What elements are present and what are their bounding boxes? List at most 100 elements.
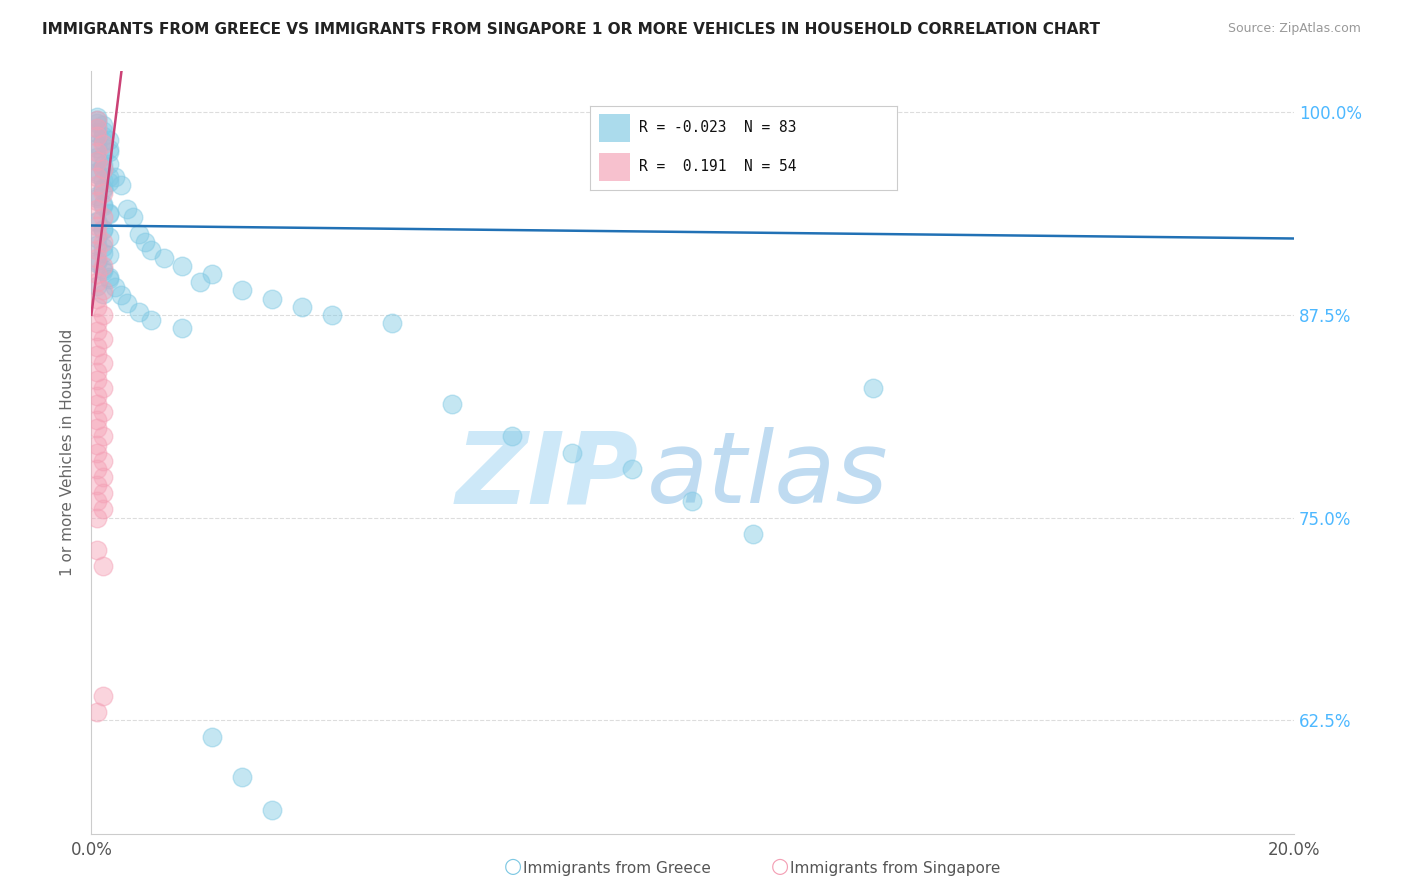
Point bbox=[98, 132, 121, 146]
Point bbox=[93, 286, 115, 301]
Point bbox=[93, 159, 115, 173]
Point bbox=[86, 348, 108, 362]
Point bbox=[86, 243, 108, 257]
Point bbox=[86, 231, 108, 245]
Point bbox=[93, 186, 115, 200]
Point bbox=[86, 126, 108, 140]
Point bbox=[122, 211, 145, 225]
Point bbox=[98, 270, 121, 285]
Point bbox=[86, 543, 108, 558]
Point bbox=[93, 129, 115, 144]
Point bbox=[291, 300, 314, 314]
Point bbox=[86, 219, 108, 233]
Point bbox=[110, 178, 132, 192]
Point bbox=[134, 235, 156, 249]
Point bbox=[93, 259, 115, 273]
Point bbox=[86, 446, 108, 460]
Point bbox=[93, 118, 115, 132]
Point bbox=[260, 292, 283, 306]
Point bbox=[93, 356, 115, 370]
Point bbox=[98, 157, 121, 171]
Point bbox=[86, 251, 108, 265]
Point bbox=[141, 243, 163, 257]
Point bbox=[93, 454, 115, 468]
Text: Immigrants from Greece: Immigrants from Greece bbox=[523, 861, 711, 876]
Point bbox=[104, 280, 127, 294]
Point bbox=[86, 238, 108, 252]
Point bbox=[86, 227, 108, 241]
Point bbox=[86, 421, 108, 435]
Point bbox=[621, 462, 644, 476]
Point bbox=[104, 169, 127, 184]
Point bbox=[681, 494, 703, 508]
Point bbox=[98, 207, 121, 221]
Point bbox=[86, 194, 108, 209]
Point bbox=[86, 153, 108, 168]
Point bbox=[86, 116, 108, 130]
Point bbox=[93, 235, 115, 249]
Point bbox=[86, 478, 108, 492]
Point bbox=[93, 223, 115, 237]
Point bbox=[862, 381, 884, 395]
Point bbox=[86, 215, 108, 229]
Point bbox=[98, 230, 121, 244]
Point bbox=[93, 284, 115, 298]
Point bbox=[86, 397, 108, 411]
Point bbox=[86, 150, 108, 164]
Point bbox=[86, 121, 108, 136]
Point bbox=[201, 267, 224, 281]
Text: ZIP: ZIP bbox=[456, 427, 638, 524]
Point bbox=[741, 526, 763, 541]
Point bbox=[98, 175, 121, 189]
Text: atlas: atlas bbox=[647, 427, 889, 524]
Point bbox=[86, 316, 108, 330]
Point bbox=[201, 730, 224, 744]
Point bbox=[231, 284, 253, 298]
Point bbox=[86, 145, 108, 160]
Point bbox=[128, 304, 150, 318]
Point bbox=[86, 113, 108, 128]
Point bbox=[561, 446, 583, 460]
Point bbox=[86, 189, 108, 203]
Point bbox=[93, 486, 115, 500]
Point bbox=[260, 803, 283, 817]
Point bbox=[117, 202, 139, 217]
Point bbox=[93, 181, 115, 195]
Point bbox=[86, 462, 108, 476]
Point bbox=[93, 264, 115, 278]
Point bbox=[86, 292, 108, 306]
Point bbox=[93, 308, 115, 322]
Point bbox=[93, 199, 115, 213]
Point bbox=[86, 275, 108, 289]
Point bbox=[98, 142, 121, 156]
Point bbox=[93, 246, 115, 260]
Point bbox=[86, 191, 108, 205]
Point bbox=[170, 259, 193, 273]
Point bbox=[86, 140, 108, 155]
Point bbox=[86, 389, 108, 403]
Point bbox=[440, 397, 463, 411]
Point bbox=[93, 137, 115, 152]
Point bbox=[93, 211, 115, 225]
Point bbox=[98, 272, 121, 286]
Text: Immigrants from Singapore: Immigrants from Singapore bbox=[790, 861, 1001, 876]
Point bbox=[86, 324, 108, 338]
Point bbox=[110, 288, 132, 302]
Point bbox=[231, 770, 253, 784]
Point bbox=[86, 413, 108, 427]
Point bbox=[93, 470, 115, 484]
Point bbox=[152, 251, 174, 265]
Point bbox=[86, 267, 108, 281]
Point bbox=[86, 129, 108, 144]
Point bbox=[93, 502, 115, 516]
Point bbox=[93, 197, 115, 211]
Point bbox=[98, 169, 121, 184]
Text: IMMIGRANTS FROM GREECE VS IMMIGRANTS FROM SINGAPORE 1 OR MORE VEHICLES IN HOUSEH: IMMIGRANTS FROM GREECE VS IMMIGRANTS FRO… bbox=[42, 22, 1099, 37]
Point bbox=[93, 689, 115, 703]
Point bbox=[86, 278, 108, 293]
Point bbox=[86, 202, 108, 217]
Point bbox=[93, 173, 115, 187]
Point bbox=[98, 248, 121, 262]
Point bbox=[381, 316, 404, 330]
Point bbox=[86, 110, 108, 124]
